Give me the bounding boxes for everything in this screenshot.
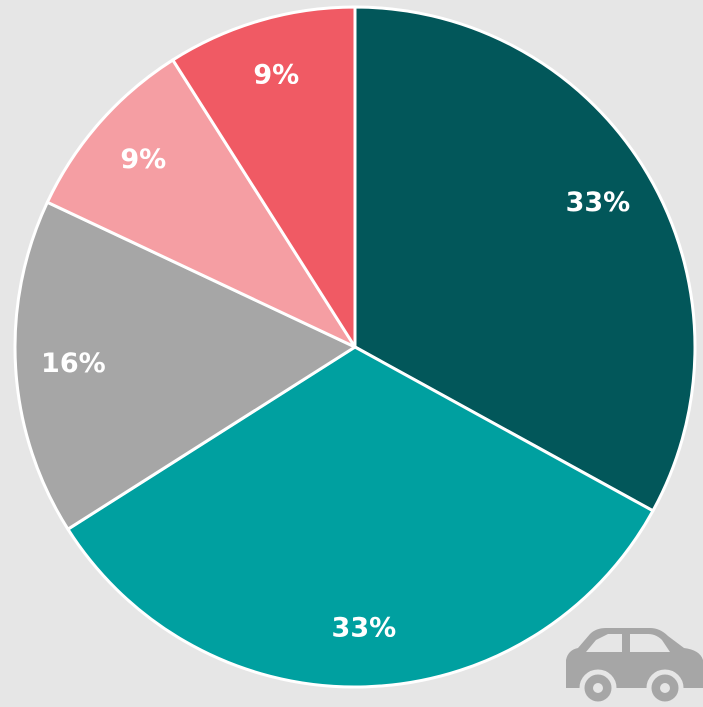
pie: 33% 33% 16% 9% 9% bbox=[13, 5, 697, 689]
data-label: 16% bbox=[41, 348, 106, 379]
data-label: 9% bbox=[253, 60, 299, 91]
pie-slice bbox=[45, 58, 357, 349]
data-label: 9% bbox=[120, 144, 166, 175]
pie-slice bbox=[353, 5, 697, 513]
car-icon bbox=[566, 628, 703, 707]
pie-slice bbox=[171, 5, 357, 349]
pie-slice bbox=[66, 345, 655, 689]
pie-slice bbox=[13, 200, 357, 531]
data-label: 33% bbox=[332, 613, 397, 644]
data-label: 33% bbox=[566, 187, 631, 218]
